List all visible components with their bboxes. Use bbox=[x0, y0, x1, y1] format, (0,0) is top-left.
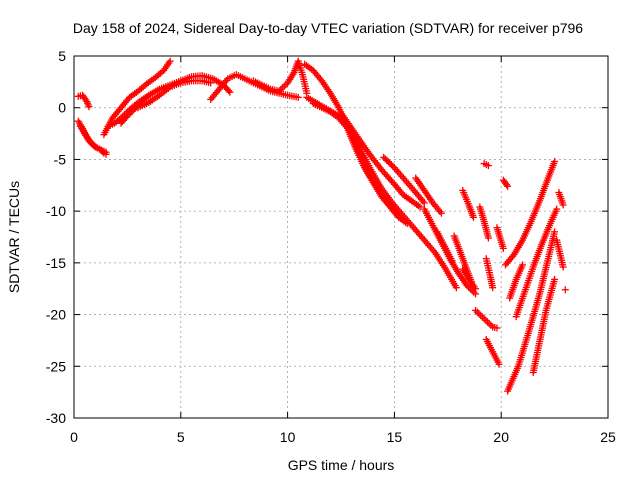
series-arc-30 bbox=[506, 261, 527, 302]
x-tick-label: 25 bbox=[600, 429, 616, 445]
series-arc-16 bbox=[412, 174, 445, 217]
x-axis-label: GPS time / hours bbox=[288, 457, 395, 473]
series-arc-29 bbox=[504, 228, 559, 395]
series-arc-24 bbox=[482, 255, 497, 292]
series-arc-25 bbox=[482, 335, 503, 368]
x-tick-label: 15 bbox=[387, 429, 403, 445]
series-arc-33 bbox=[555, 189, 567, 209]
series-arc-28 bbox=[501, 157, 559, 269]
series-arc-26 bbox=[493, 224, 507, 252]
y-tick-labels: 5 0 -5 -10 -15 -20 -25 -30 bbox=[46, 48, 66, 426]
y-tick-label: 5 bbox=[58, 48, 66, 64]
series-arc-12 bbox=[309, 100, 403, 219]
series-arc-34 bbox=[553, 236, 567, 271]
x-tick-label: 5 bbox=[177, 429, 185, 445]
y-tick-label: -15 bbox=[46, 255, 66, 271]
plot-frame bbox=[73, 55, 609, 419]
y-axis-label: SDTVAR / TECUs bbox=[6, 181, 22, 293]
series-arc-22 bbox=[476, 203, 492, 242]
series-arc-27 bbox=[499, 176, 512, 190]
series-arc-7 bbox=[117, 93, 151, 127]
y-tick-label: -30 bbox=[46, 410, 66, 426]
series-arc-32 bbox=[529, 275, 559, 376]
x-tick-label: 0 bbox=[70, 429, 78, 445]
series-arc-31 bbox=[512, 205, 561, 321]
series-arc-23 bbox=[480, 160, 492, 170]
x-tick-labels: 0 5 10 15 20 25 bbox=[70, 429, 616, 445]
series-arc-35 bbox=[561, 286, 569, 294]
series-arc-3 bbox=[74, 91, 93, 111]
x-tick-label: 20 bbox=[493, 429, 509, 445]
series-arc-2 bbox=[76, 122, 110, 156]
series-arc-6 bbox=[134, 77, 215, 112]
axis-ticks bbox=[73, 55, 609, 419]
series-arc-20 bbox=[459, 265, 480, 293]
chart-title: Day 158 of 2024, Sidereal Day-to-day VTE… bbox=[73, 20, 583, 36]
y-tick-label: 0 bbox=[58, 100, 66, 116]
x-tick-label: 10 bbox=[280, 429, 296, 445]
series-arc-21 bbox=[472, 306, 501, 332]
series-arc-14 bbox=[380, 153, 428, 207]
series-arc-17 bbox=[433, 228, 456, 265]
data-points bbox=[74, 57, 569, 395]
series-arc-13 bbox=[339, 112, 424, 211]
series-arc-19 bbox=[459, 186, 477, 221]
series-arc-9 bbox=[249, 57, 311, 97]
y-tick-label: -10 bbox=[46, 203, 66, 219]
y-tick-label: -20 bbox=[46, 307, 66, 323]
y-tick-label: -5 bbox=[54, 151, 67, 167]
y-tick-label: -25 bbox=[46, 358, 66, 374]
